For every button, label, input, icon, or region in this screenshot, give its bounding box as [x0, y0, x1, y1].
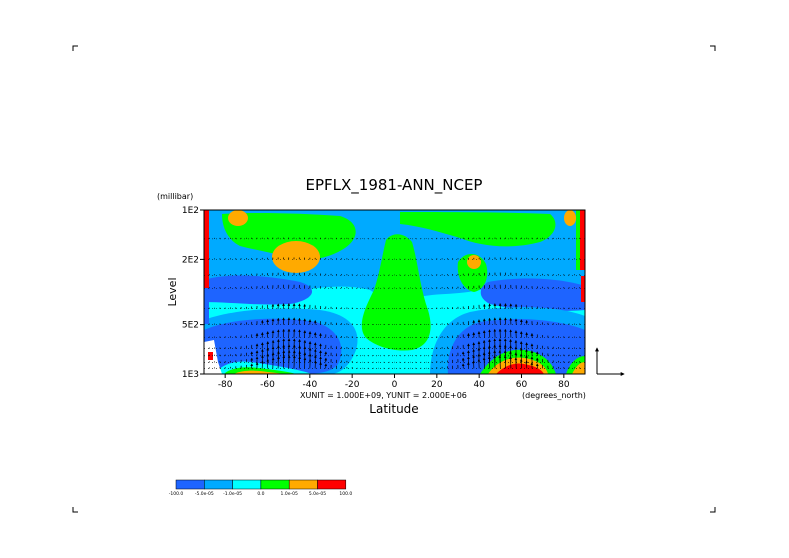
- x-units-label: (degrees_north): [522, 391, 586, 400]
- region-orange-upper-left: [272, 241, 320, 273]
- region-green-upper-left: [222, 212, 356, 260]
- x-tick-label: -20: [345, 380, 360, 390]
- epflux-vectors: [204, 210, 585, 369]
- legend-swatch: [175, 479, 205, 490]
- x-tick-label: -40: [302, 380, 317, 390]
- x-tick-label: 60: [516, 380, 528, 390]
- y-tick-label: 1E3: [182, 370, 199, 380]
- region-red-left-edge: [204, 210, 209, 288]
- y-tick-label: 5E2: [182, 321, 199, 331]
- region-green-right-edge: [576, 210, 580, 270]
- region-orange-surface-far-right: [572, 362, 585, 374]
- legend-label: -5.0e-05: [195, 491, 214, 497]
- x-tick-label: 20: [431, 380, 443, 390]
- color-legend: -100.0 -5.0e-05 -1.0e-05 0.0 1.0e-05 5.0e-05 1…: [169, 479, 352, 497]
- region-darkblue-upper-right: [480, 278, 585, 312]
- legend-label: 100.0: [339, 491, 352, 497]
- y-units-label: (millibar): [157, 192, 193, 201]
- region-darkblue-upper-left: [204, 275, 313, 305]
- legend-label: -100.0: [169, 491, 184, 497]
- x-tick-label: -60: [260, 380, 275, 390]
- region-orange-upper-mid: [467, 255, 481, 269]
- y-axis: 1E2 2E2 5E2 1E3: [182, 206, 204, 380]
- x-tick-label: 80: [558, 380, 570, 390]
- y-tick-label: 1E2: [182, 206, 199, 216]
- x-axis: -80 -60 -40 -20 0 20 40 60 80: [218, 374, 570, 390]
- region-red-right-edge: [580, 210, 585, 270]
- region-green-center: [361, 234, 431, 351]
- region-red-right-edge-lower: [581, 276, 585, 302]
- region-green-upper-right: [400, 212, 556, 247]
- region-darkblue-left-edge: [204, 288, 209, 324]
- legend-swatch: [204, 479, 233, 490]
- region-orange-top-left: [228, 210, 248, 226]
- x-tick-label: -80: [218, 380, 233, 390]
- vector-units-label: XUNIT = 1.000E+09, YUNIT = 2.000E+06: [300, 391, 467, 400]
- legend-label: 5.0e-05: [309, 491, 326, 497]
- y-axis-label: Level: [166, 277, 179, 306]
- x-tick-label: 0: [392, 380, 398, 390]
- region-orange-top-right: [564, 210, 576, 226]
- x-tick-label: 40: [473, 380, 485, 390]
- corner-marks: [72, 45, 716, 513]
- legend-swatch: [288, 479, 318, 490]
- contour-field: [204, 210, 585, 374]
- legend-swatch: [232, 479, 262, 490]
- legend-label: 0.0: [257, 491, 264, 497]
- legend-label: 1.0e-05: [281, 491, 298, 497]
- x-axis-label: Latitude: [369, 402, 418, 416]
- y-tick-label: 2E2: [182, 255, 199, 265]
- region-red-left-surface: [208, 352, 213, 360]
- reference-vector: [595, 347, 625, 376]
- chart-title: EPFLX_1981-ANN_NCEP: [306, 176, 483, 195]
- region-orange-surface-left: [234, 370, 286, 374]
- legend-swatch: [317, 479, 347, 490]
- legend-swatch: [260, 479, 290, 490]
- legend-label: -1.0e-05: [223, 491, 242, 497]
